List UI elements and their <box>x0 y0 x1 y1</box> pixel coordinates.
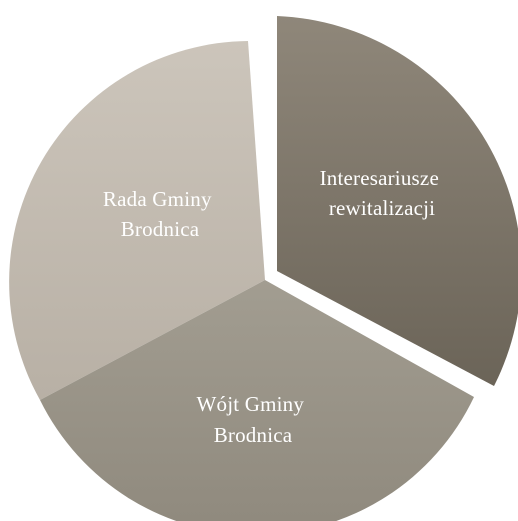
segment-interesariusze-label-line-2: rewitalizacji <box>329 196 435 220</box>
segment-rada-gminy: Rada Gminy Brodnica <box>9 41 266 400</box>
segment-rada-gminy-label-line-1: Rada Gminy <box>103 187 212 211</box>
segment-rada-gminy-label: Rada Gminy Brodnica <box>103 187 217 241</box>
segment-wojt-gminy: Wójt Gminy Brodnica <box>40 280 474 521</box>
segment-wojt-gminy-label: Wójt Gminy Brodnica <box>196 392 309 447</box>
segment-interesariusze: Interesariusze rewitalizacji <box>277 16 518 386</box>
segment-wojt-gminy-label-line-1: Wójt Gminy <box>196 392 304 416</box>
segment-rada-gminy-label-line-2: Brodnica <box>121 217 200 241</box>
segment-interesariusze-label-line-1: Interesariusze <box>320 166 439 190</box>
segment-interesariusze-label: Interesariusze rewitalizacji <box>320 166 445 220</box>
segment-wojt-gminy-label-line-2: Brodnica <box>214 423 293 447</box>
segment-interesariusze-shape <box>277 16 518 386</box>
segment-rada-gminy-shape <box>9 41 266 400</box>
segment-wojt-gminy-shape <box>40 280 474 521</box>
